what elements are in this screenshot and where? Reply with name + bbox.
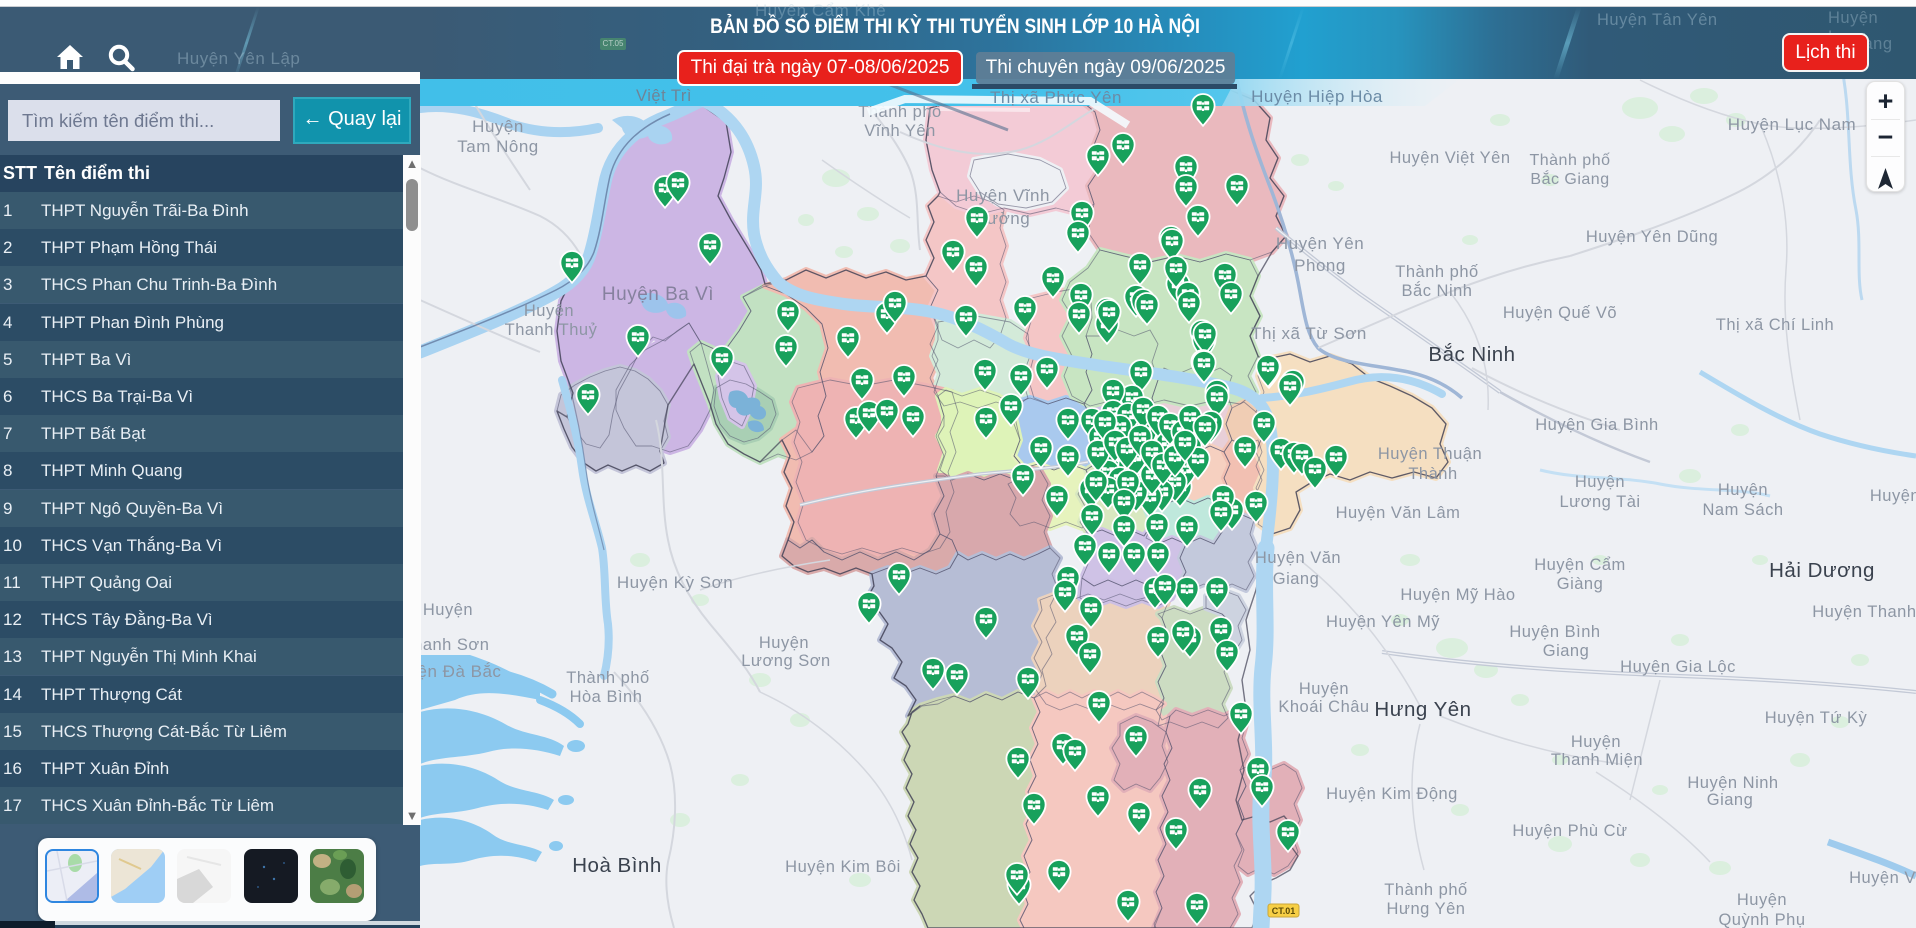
- svg-text:Huyện Tứ Kỳ: Huyện Tứ Kỳ: [1765, 709, 1868, 727]
- svg-text:Huyện: Huyện: [423, 601, 473, 619]
- svg-text:Huyện Kim Bôi: Huyện Kim Bôi: [785, 858, 901, 876]
- svg-text:Thành phố: Thành phố: [1384, 881, 1467, 899]
- svg-text:Huyện Yên Dũng: Huyện Yên Dũng: [1586, 228, 1718, 246]
- svg-text:Huyện Thuận: Huyện Thuận: [1378, 445, 1482, 463]
- svg-text:Huyện: Huyện: [759, 634, 809, 652]
- svg-text:Bắc Ninh: Bắc Ninh: [1428, 343, 1515, 366]
- svg-text:Huyện Lục Nam: Huyện Lục Nam: [1728, 115, 1856, 134]
- svg-text:Huyện Phù Cừ: Huyện Phù Cừ: [1512, 822, 1627, 840]
- svg-text:Huyện: Huyện: [1870, 487, 1916, 505]
- svg-text:Huyện Vĩnh: Huyện Vĩnh: [956, 186, 1050, 205]
- svg-text:Bắc Giang: Bắc Giang: [1530, 169, 1609, 188]
- svg-text:Thị xã Từ Sơn: Thị xã Từ Sơn: [1251, 324, 1367, 343]
- svg-text:Tường: Tường: [976, 209, 1030, 228]
- svg-text:Thị xã Phúc Yên: Thị xã Phúc Yên: [990, 88, 1122, 107]
- svg-text:Huyện: Huyện: [1299, 680, 1349, 698]
- svg-text:Thành phố: Thành phố: [1529, 152, 1610, 169]
- svg-text:Huyện Văn Lâm: Huyện Văn Lâm: [1336, 504, 1461, 522]
- svg-text:yện Đà Bắc: yện Đà Bắc: [409, 662, 502, 681]
- svg-text:Huyện Mỹ Hào: Huyện Mỹ Hào: [1400, 586, 1515, 604]
- svg-text:Huyện Bình: Huyện Bình: [1509, 623, 1600, 641]
- svg-text:Hoà Bình: Hoà Bình: [572, 854, 661, 877]
- svg-text:Lương Sơn: Lương Sơn: [741, 652, 830, 670]
- svg-text:Huyện Yên Mỹ: Huyện Yên Mỹ: [1326, 613, 1440, 631]
- svg-text:Huyện Thanh Hà: Huyện Thanh Hà: [1812, 603, 1916, 621]
- svg-text:Huyện Yên: Huyện Yên: [1276, 234, 1364, 253]
- svg-text:Huyện: Huyện: [1718, 481, 1768, 499]
- svg-text:Thanh Thuỷ: Thanh Thuỷ: [505, 321, 598, 339]
- svg-text:Bắc Ninh: Bắc Ninh: [1402, 281, 1473, 300]
- svg-text:Huyện Kỳ Sơn: Huyện Kỳ Sơn: [617, 573, 733, 592]
- svg-text:Huyện Quế Võ: Huyện Quế Võ: [1503, 304, 1617, 322]
- svg-text:Việt Trì: Việt Trì: [636, 87, 692, 105]
- svg-text:Giang: Giang: [1273, 570, 1320, 588]
- svg-text:Huyện Văn: Huyện Văn: [1255, 549, 1341, 567]
- svg-text:Huyện Gia Lộc: Huyện Gia Lộc: [1620, 658, 1736, 676]
- svg-text:Lương Tài: Lương Tài: [1559, 493, 1640, 511]
- svg-text:Hưng Yên: Hưng Yên: [1374, 698, 1471, 721]
- svg-text:Quỳnh Phụ: Quỳnh Phụ: [1718, 911, 1805, 928]
- svg-text:Hưng Yên: Hưng Yên: [1387, 900, 1466, 918]
- svg-text:Huyện Hiệp Hòa: Huyện Hiệp Hòa: [1251, 87, 1383, 106]
- svg-text:Huyện Vĩ: Huyện Vĩ: [1849, 869, 1916, 887]
- svg-text:Khoái Châu: Khoái Châu: [1278, 698, 1369, 716]
- svg-text:Nam Sách: Nam Sách: [1702, 501, 1783, 519]
- svg-text:Hòa Bình: Hòa Bình: [570, 688, 643, 706]
- svg-text:Thành: Thành: [1408, 465, 1457, 483]
- svg-text:Thanh Sơn: Thanh Sơn: [403, 636, 490, 654]
- svg-text:Huyện: Huyện: [472, 117, 524, 136]
- svg-text:Huyện Cẩm: Huyện Cẩm: [1534, 556, 1626, 574]
- svg-text:Huyện Ninh: Huyện Ninh: [1687, 774, 1778, 792]
- svg-text:Tam Nông: Tam Nông: [457, 137, 538, 156]
- svg-text:Huyện: Huyện: [1575, 473, 1625, 491]
- svg-text:Giàng: Giàng: [1557, 575, 1604, 593]
- svg-text:Giang: Giang: [1707, 791, 1754, 809]
- svg-text:Huyện: Huyện: [1737, 891, 1787, 909]
- svg-text:Huyện Kim Động: Huyện Kim Động: [1326, 785, 1458, 803]
- svg-text:Thị xã Chí Linh: Thị xã Chí Linh: [1716, 316, 1834, 334]
- svg-text:Huyện Ba Vì: Huyện Ba Vì: [602, 284, 714, 305]
- svg-text:CT.01: CT.01: [1272, 906, 1296, 916]
- svg-text:Huyện: Huyện: [1571, 733, 1621, 751]
- svg-text:Thành phố: Thành phố: [566, 669, 649, 687]
- svg-text:Thanh Miện: Thanh Miện: [1551, 751, 1643, 769]
- svg-text:Thành phố: Thành phố: [1395, 263, 1478, 281]
- svg-text:Huyện: Huyện: [524, 302, 574, 320]
- svg-text:Phong: Phong: [1294, 256, 1346, 275]
- svg-text:Giang: Giang: [1543, 642, 1590, 660]
- svg-text:Huyện Việt Yên: Huyện Việt Yên: [1389, 149, 1510, 167]
- svg-text:Huyện Gia Bình: Huyện Gia Bình: [1535, 416, 1658, 434]
- svg-text:Hải Dương: Hải Dương: [1769, 559, 1875, 582]
- svg-text:Vĩnh Yên: Vĩnh Yên: [864, 122, 936, 140]
